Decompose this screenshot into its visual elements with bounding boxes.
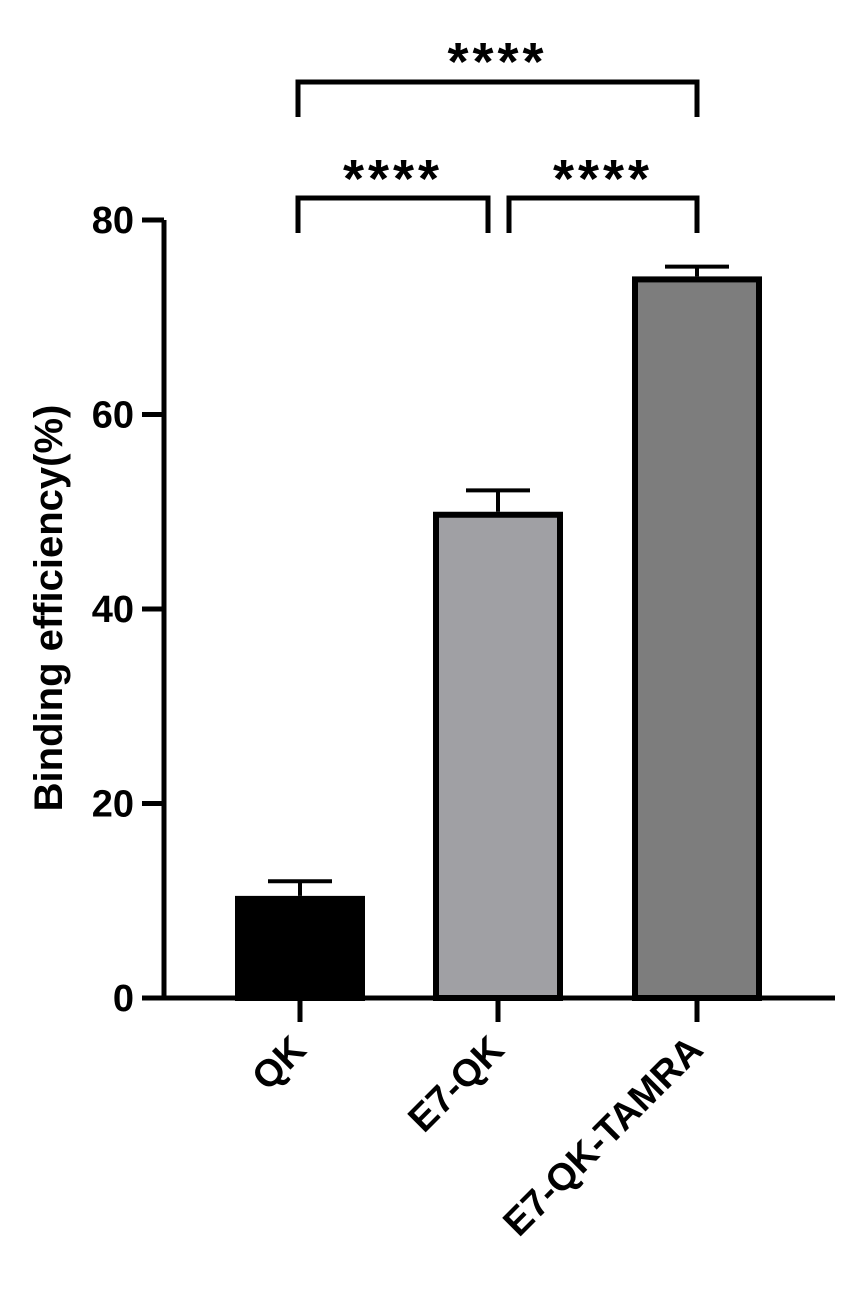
significance-label: **** <box>447 32 547 92</box>
error-bars <box>268 264 729 896</box>
bar-e7-qk-tamra <box>632 276 762 1001</box>
significance-bracket <box>295 79 700 117</box>
significance-label: **** <box>343 149 443 209</box>
x-tick-label: E7-QK <box>401 1028 513 1140</box>
y-axis-label: Binding efficiency(%) <box>27 405 71 812</box>
y-tick-label: 0 <box>113 978 134 1020</box>
significance-bracket <box>295 195 491 233</box>
y-tick-label: 80 <box>92 200 134 242</box>
significance-brackets: **** ******** <box>295 32 700 233</box>
x-tick-label: E7-QK-TAMRA <box>496 1029 712 1245</box>
significance-bracket <box>506 195 700 233</box>
significance-label: **** <box>553 149 653 209</box>
y-tick-label: 20 <box>92 784 134 826</box>
y-tick-label: 60 <box>92 395 134 437</box>
x-tick-label: QK <box>244 1028 314 1098</box>
bars <box>235 276 762 1002</box>
bar-qk <box>235 895 365 1002</box>
y-tick-label: 40 <box>92 589 134 631</box>
bar-e7-qk <box>433 511 563 1001</box>
